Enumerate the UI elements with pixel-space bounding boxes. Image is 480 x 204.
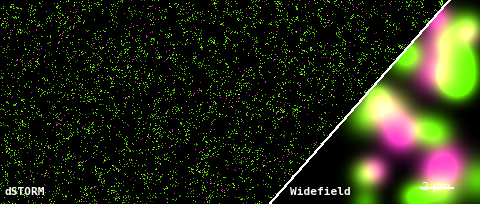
Text: Widefield: Widefield (290, 187, 351, 196)
Text: 2 μm: 2 μm (422, 182, 451, 192)
Text: dSTORM: dSTORM (4, 187, 45, 196)
